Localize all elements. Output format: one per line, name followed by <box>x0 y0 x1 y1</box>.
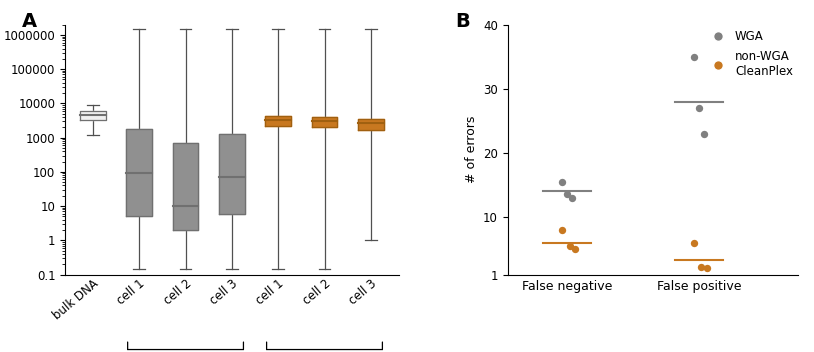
Text: B: B <box>456 12 470 31</box>
Point <box>695 264 708 270</box>
Point <box>568 246 581 252</box>
Point <box>563 243 576 249</box>
Point <box>693 105 706 111</box>
Point <box>561 191 574 197</box>
Point <box>698 131 711 136</box>
Point <box>687 54 700 59</box>
Point <box>555 227 568 233</box>
Y-axis label: # of errors: # of errors <box>465 116 478 183</box>
Point <box>687 240 700 245</box>
Point <box>566 195 579 201</box>
Text: A: A <box>22 12 37 31</box>
Legend: WGA, non-WGA
CleanPlex: WGA, non-WGA CleanPlex <box>702 26 798 83</box>
Point <box>700 265 713 271</box>
Point <box>555 179 568 184</box>
